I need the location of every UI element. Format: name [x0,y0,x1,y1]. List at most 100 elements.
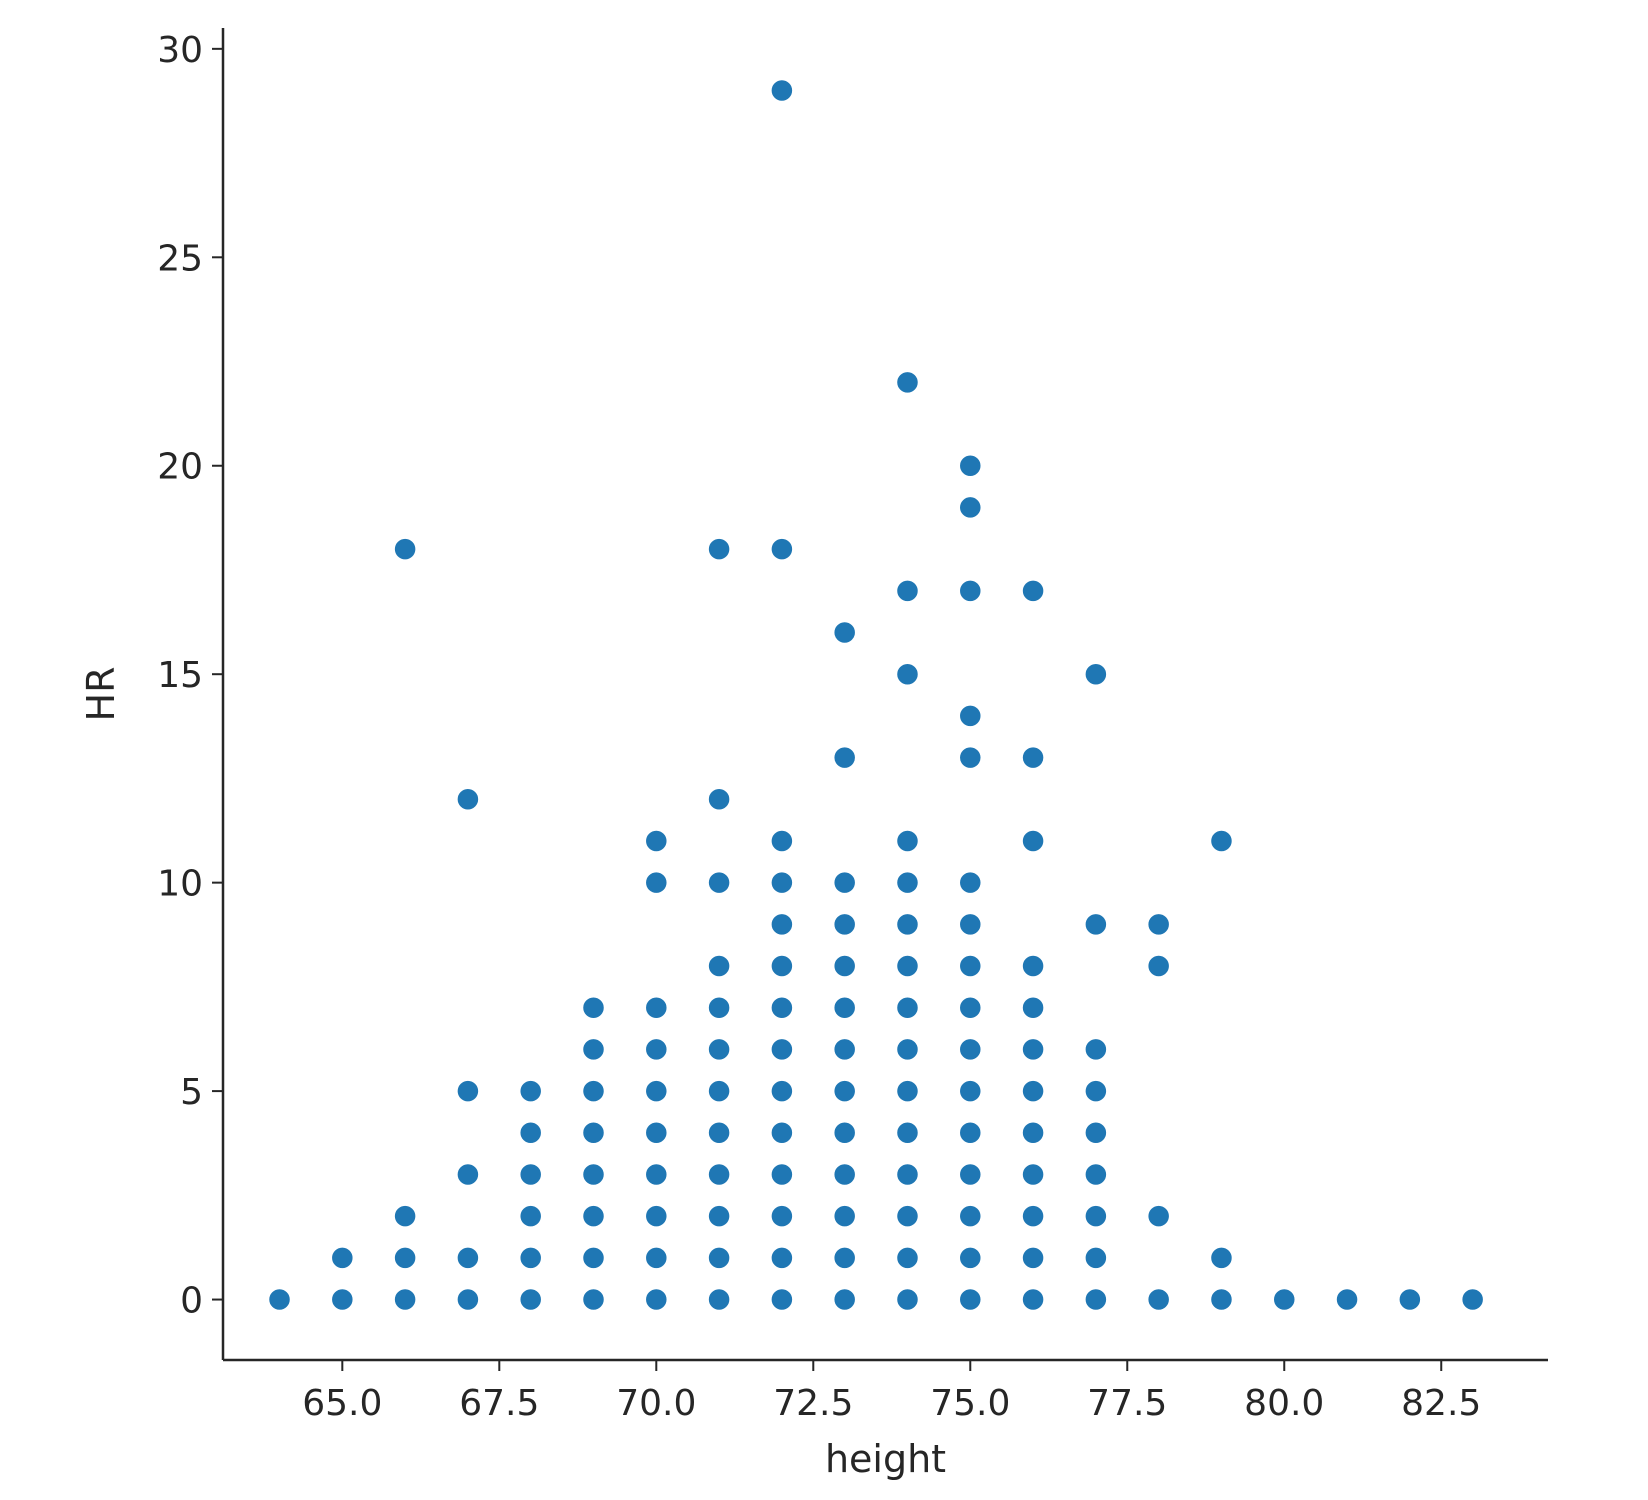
x-tick-label: 80.0 [1244,1383,1324,1424]
data-point [581,1037,606,1062]
y-tick-label: 5 [180,1072,203,1113]
data-point [644,1121,669,1145]
data-point [707,954,731,978]
data-point [330,1287,355,1312]
data-point [770,995,794,1020]
x-tick-label: 77.5 [1087,1383,1167,1424]
data-point [895,579,920,603]
data-point [518,1162,543,1187]
data-point [644,829,669,853]
y-tick-label: 30 [157,30,203,71]
data-point [958,1037,983,1062]
data-point [832,1287,857,1312]
data-point [832,1079,857,1103]
x-tick-label: 75.0 [930,1383,1010,1424]
data-point [832,995,857,1020]
data-point [581,1079,606,1103]
data-point [770,537,794,561]
data-point [895,1204,920,1228]
data-point [1146,912,1171,937]
data-point [958,1079,983,1103]
data-point [1146,954,1171,978]
data-point [581,995,606,1020]
data-point [1021,1287,1045,1312]
y-tick-label: 15 [157,655,203,696]
data-point [1398,1287,1422,1312]
data-point [1146,1287,1171,1312]
data-points [267,78,1485,1312]
data-point [581,1287,606,1312]
data-point [707,995,731,1020]
data-point [1460,1287,1485,1312]
data-point [518,1246,543,1270]
y-tick-label: 25 [157,238,203,279]
y-tick-label: 10 [157,864,203,905]
data-point [644,1246,669,1270]
data-point [958,745,983,770]
data-point [832,1121,857,1145]
data-point [456,1246,480,1270]
data-point [770,78,794,103]
data-point [958,495,983,520]
data-point [1084,1204,1108,1228]
data-point [707,1246,731,1270]
data-point [707,870,731,895]
data-point [958,954,983,978]
data-point [1146,1204,1171,1228]
data-point [958,1121,983,1145]
data-point [832,745,857,770]
data-point [1209,1246,1234,1270]
data-point [958,704,983,728]
data-point [832,1037,857,1062]
data-point [895,995,920,1020]
data-point [1209,1287,1234,1312]
data-point [518,1287,543,1312]
data-point [1084,1162,1108,1187]
data-point [1272,1287,1297,1312]
data-point [644,1287,669,1312]
data-point [518,1121,543,1145]
data-point [1084,1121,1108,1145]
data-point [581,1121,606,1145]
data-point [456,1162,480,1187]
data-point [832,620,857,645]
data-point [456,1079,480,1103]
data-point [1021,1037,1045,1062]
data-point [1084,1246,1108,1270]
data-point [1084,912,1108,937]
data-point [770,1079,794,1103]
data-point [1021,745,1045,770]
data-point [707,1204,731,1228]
data-point [1335,1287,1359,1312]
data-point [895,1246,920,1270]
data-point [393,1246,417,1270]
data-point [644,995,669,1020]
data-point [1084,1287,1108,1312]
x-tick-label: 82.5 [1401,1383,1481,1424]
data-point [770,1037,794,1062]
y-tick-label: 20 [157,447,203,488]
data-point [895,1287,920,1312]
data-point [770,829,794,853]
data-point [770,1287,794,1312]
x-tick-label: 67.5 [459,1383,539,1424]
data-point [770,954,794,978]
data-point [895,870,920,895]
data-point [393,1204,417,1228]
data-point [770,1246,794,1270]
data-point [895,829,920,853]
data-point [770,1162,794,1187]
data-point [707,1162,731,1187]
data-point [707,1287,731,1312]
data-point [1021,995,1045,1020]
data-point [958,995,983,1020]
data-point [958,912,983,937]
data-point [707,537,731,561]
data-point [895,1079,920,1103]
data-point [1021,1204,1045,1228]
data-point [770,1204,794,1228]
x-tick-label: 65.0 [302,1383,382,1424]
data-point [770,912,794,937]
data-point [770,870,794,895]
data-point [644,1162,669,1187]
